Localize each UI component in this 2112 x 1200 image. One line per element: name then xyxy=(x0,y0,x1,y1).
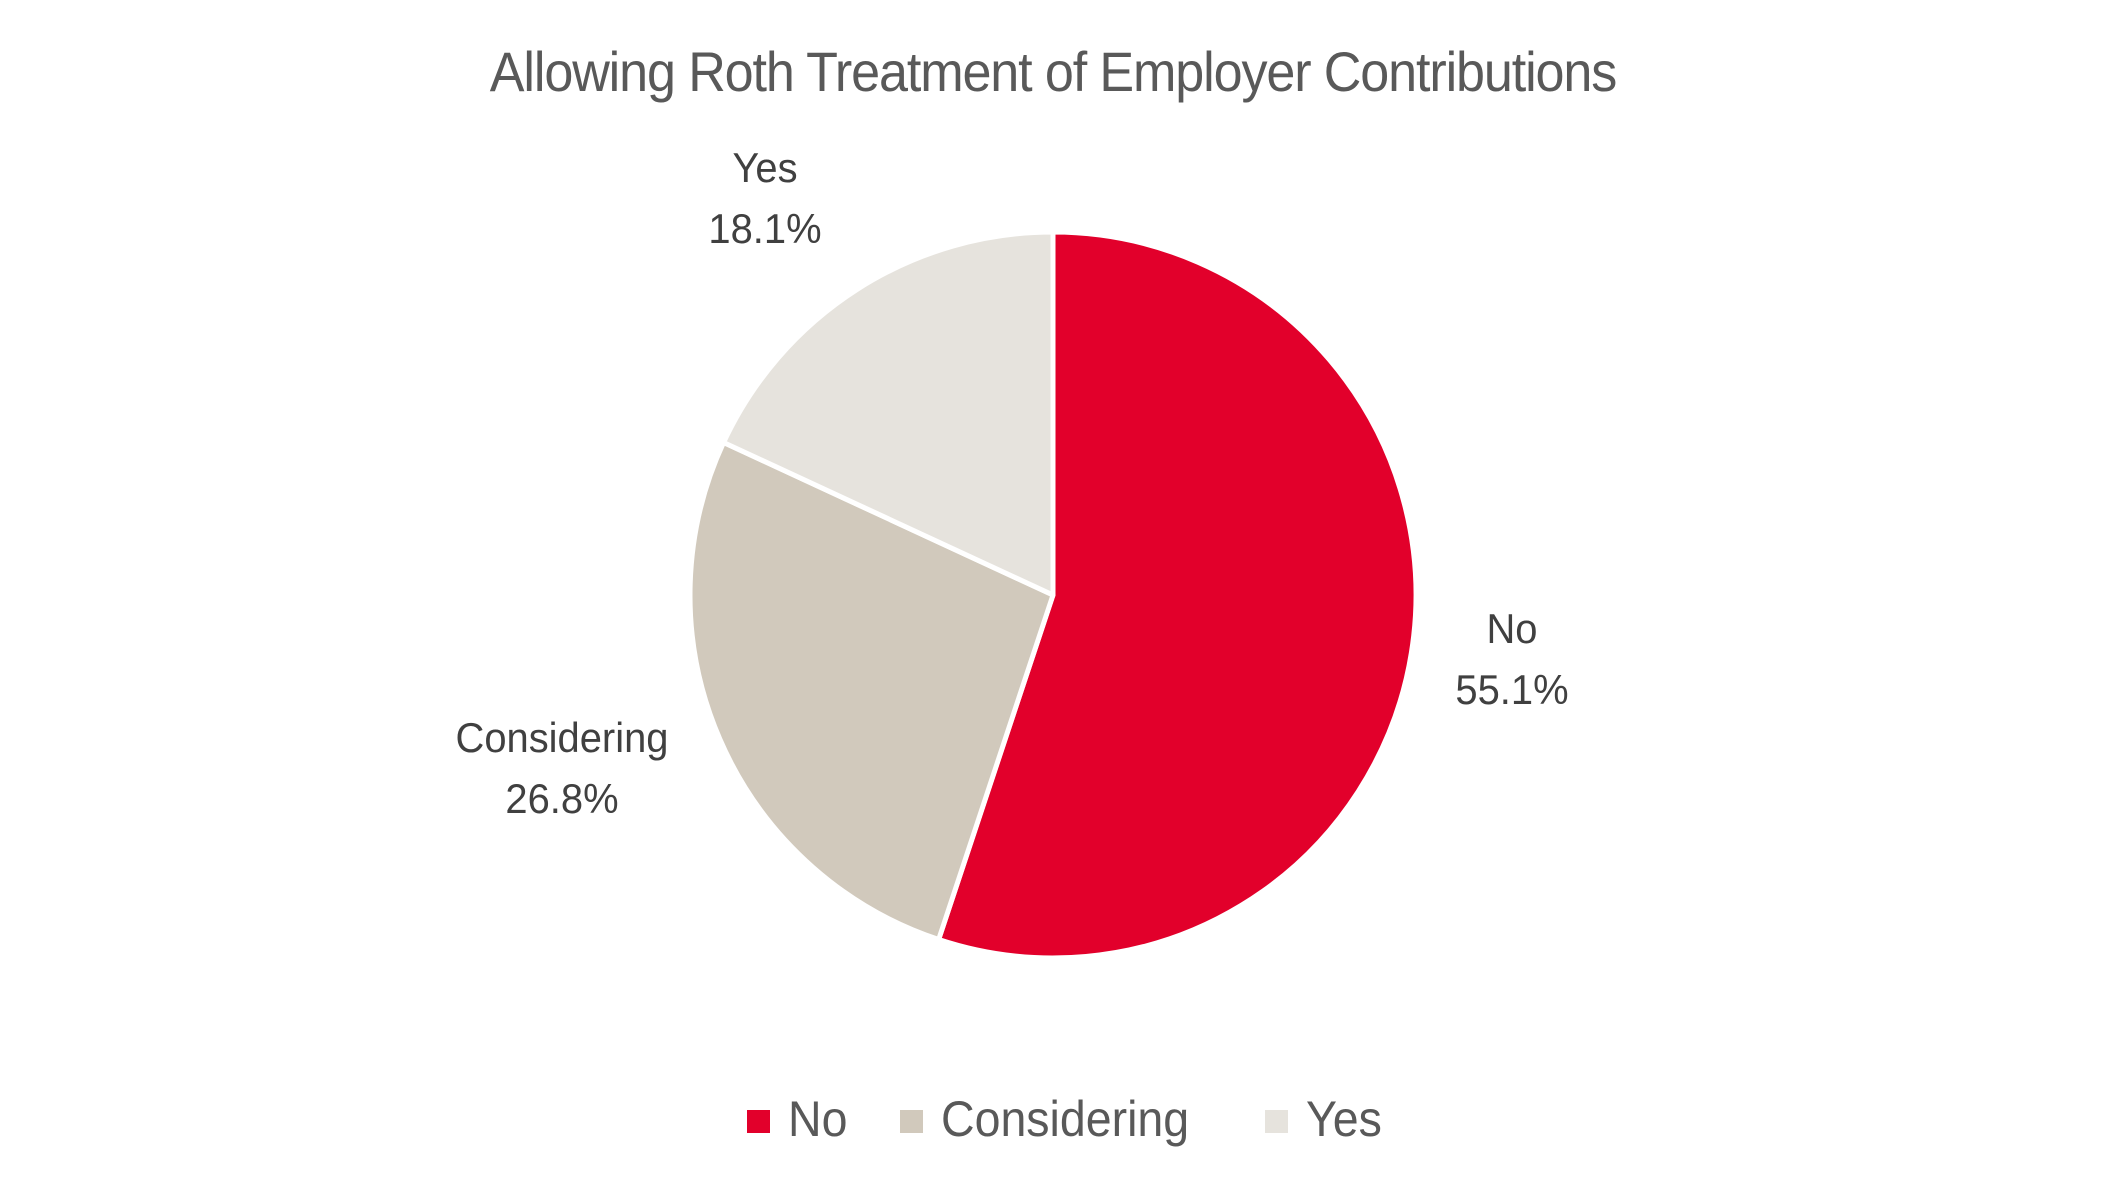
legend-swatch-considering xyxy=(900,1109,923,1133)
legend-swatch-yes xyxy=(1265,1109,1288,1133)
pie-slice-considering[interactable] xyxy=(687,440,1056,943)
legend-item-no[interactable]: No xyxy=(747,1089,852,1149)
data-label-yes-category: Yes xyxy=(732,144,798,191)
legend-label-yes: Yes xyxy=(1306,1091,1382,1147)
data-label-no-category: No xyxy=(1486,605,1538,652)
pie-slice-yes[interactable] xyxy=(721,229,1056,598)
data-label-yes-value: 18.1% xyxy=(708,205,822,252)
legend-item-considering[interactable]: Considering xyxy=(900,1089,1208,1149)
data-label-no: No 55.1% xyxy=(1455,598,1568,720)
chart-title: Allowing Roth Treatment of Employer Cont… xyxy=(489,40,1617,103)
data-label-yes: Yes 18.1% xyxy=(708,137,821,259)
legend-item-yes[interactable]: Yes xyxy=(1265,1089,1388,1149)
data-label-considering-value: 26.8% xyxy=(505,775,619,822)
data-label-considering: Considering 26.8% xyxy=(456,707,669,829)
data-label-no-value: 55.1% xyxy=(1455,666,1569,713)
legend-label-considering: Considering xyxy=(941,1091,1190,1147)
legend: No Considering Yes xyxy=(0,1089,2112,1149)
data-label-considering-category: Considering xyxy=(455,714,669,761)
legend-swatch-no xyxy=(747,1109,770,1133)
pie-slices xyxy=(687,229,1419,961)
pie-slice-no[interactable] xyxy=(936,229,1419,961)
legend-label-no: No xyxy=(788,1091,848,1147)
